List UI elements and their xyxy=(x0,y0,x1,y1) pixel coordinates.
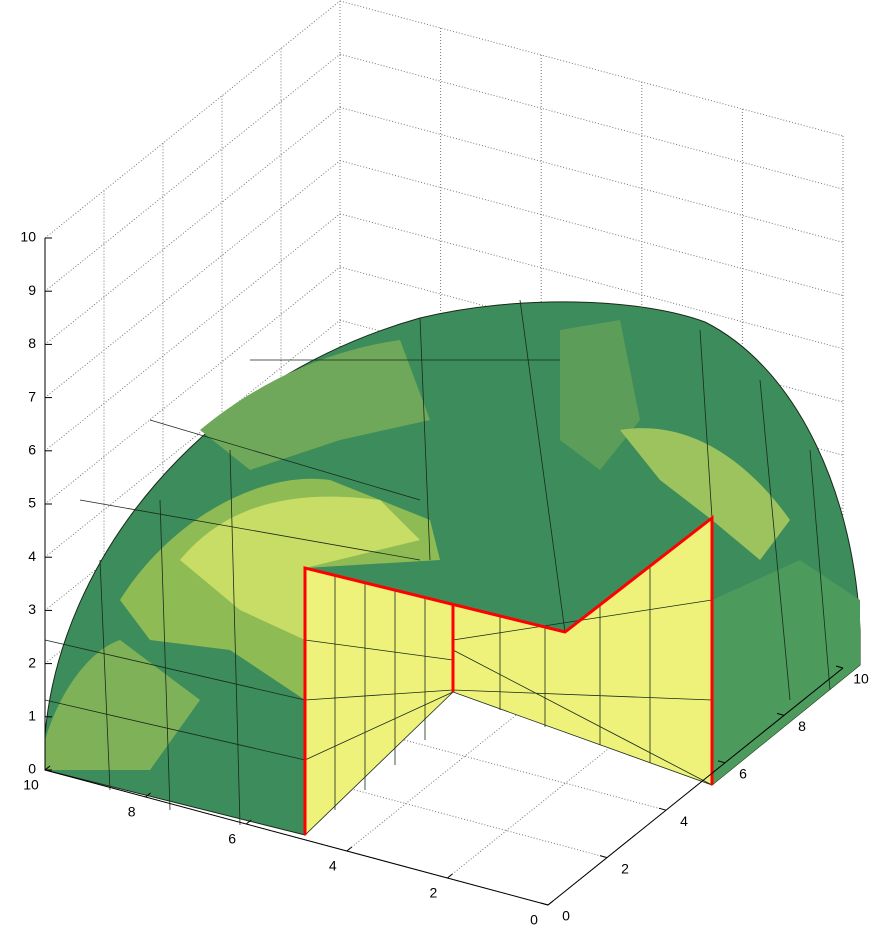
grid-line xyxy=(45,107,340,344)
y-tick-label: 4 xyxy=(680,813,688,829)
z-tick-label: 4 xyxy=(28,548,36,564)
z-tick-label: 10 xyxy=(20,229,36,245)
grid-line xyxy=(340,54,843,189)
chart: 01234567891002468100246810 xyxy=(0,0,888,931)
y-tick-label: 6 xyxy=(739,766,747,782)
x-tick-label: 2 xyxy=(430,885,438,901)
surface xyxy=(45,300,860,835)
grid-line xyxy=(45,54,340,291)
y-tick-label: 0 xyxy=(562,908,570,924)
x-tick-label: 10 xyxy=(23,777,39,793)
y-tick-label: 8 xyxy=(798,718,806,734)
y-tick xyxy=(659,808,666,810)
z-tick-label: 5 xyxy=(28,495,36,511)
x-tick-label: 8 xyxy=(128,804,136,820)
x-tick-label: 0 xyxy=(530,912,538,928)
x-tick xyxy=(548,901,553,905)
z-tick-label: 8 xyxy=(28,335,36,351)
z-tick-label: 0 xyxy=(28,761,36,777)
y-tick xyxy=(600,856,607,858)
z-tick-label: 3 xyxy=(28,601,36,617)
grid-line xyxy=(340,1,843,136)
cut-face-left xyxy=(305,568,453,835)
z-tick-label: 7 xyxy=(28,388,36,404)
y-tick-label: 10 xyxy=(853,671,869,687)
grid-line xyxy=(45,1,340,238)
x-tick-label: 6 xyxy=(228,831,236,847)
grid-line xyxy=(340,161,843,296)
z-tick-label: 9 xyxy=(28,282,36,298)
z-tick-label: 1 xyxy=(28,708,36,724)
x-tick xyxy=(347,847,352,851)
z-tick-label: 2 xyxy=(28,654,36,670)
x-tick xyxy=(447,874,452,878)
grid-line xyxy=(340,107,843,242)
z-tick-label: 6 xyxy=(28,442,36,458)
grid-line xyxy=(45,161,340,398)
y-tick xyxy=(541,903,548,905)
x-tick-label: 4 xyxy=(329,858,337,874)
y-tick-label: 2 xyxy=(621,860,629,876)
